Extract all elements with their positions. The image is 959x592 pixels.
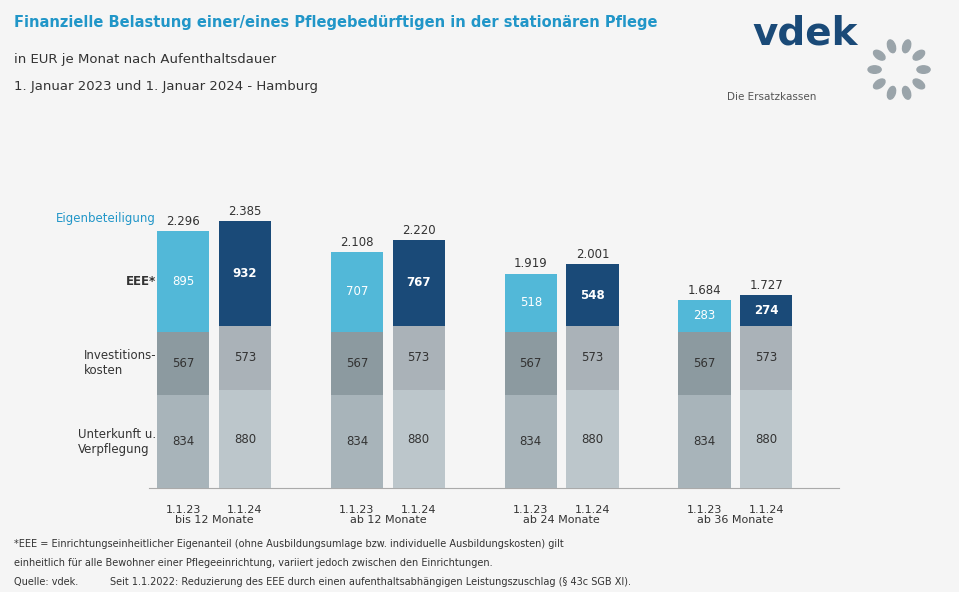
Bar: [678, 332, 731, 395]
Ellipse shape: [874, 50, 885, 60]
Text: 1.1.24: 1.1.24: [227, 504, 263, 514]
Bar: [157, 395, 209, 488]
Text: 2.385: 2.385: [228, 205, 262, 218]
Text: 573: 573: [234, 351, 256, 364]
Ellipse shape: [913, 79, 924, 89]
Bar: [504, 274, 557, 332]
Text: 880: 880: [234, 433, 256, 446]
Text: 834: 834: [520, 435, 542, 448]
Bar: [567, 265, 619, 326]
Text: 274: 274: [754, 304, 779, 317]
Text: 573: 573: [581, 351, 603, 364]
Text: einheitlich für alle Bewohner einer Pflegeeinrichtung, variiert jedoch zwischen : einheitlich für alle Bewohner einer Pfle…: [14, 558, 493, 568]
Text: 767: 767: [407, 276, 431, 289]
Text: 880: 880: [755, 433, 778, 446]
Text: 834: 834: [346, 435, 368, 448]
Bar: [504, 332, 557, 395]
Text: 283: 283: [693, 309, 715, 322]
Text: Die Ersatzkassen: Die Ersatzkassen: [727, 92, 817, 102]
Text: 1.1.23: 1.1.23: [166, 504, 200, 514]
Text: bis 12 Monate: bis 12 Monate: [175, 515, 253, 525]
Text: 1.1.23: 1.1.23: [687, 504, 722, 514]
Text: in EUR je Monat nach Aufenthaltsdauer: in EUR je Monat nach Aufenthaltsdauer: [14, 53, 276, 66]
Text: 567: 567: [693, 357, 715, 370]
Bar: [219, 326, 271, 390]
Text: 2.001: 2.001: [575, 248, 609, 261]
Text: 880: 880: [581, 433, 603, 446]
Text: Eigenbeteiligung: Eigenbeteiligung: [57, 212, 156, 225]
Bar: [678, 300, 731, 332]
Text: 834: 834: [172, 435, 195, 448]
Text: Unterkunft u.
Verpflegung: Unterkunft u. Verpflegung: [78, 428, 156, 456]
Bar: [331, 395, 384, 488]
Text: vdek: vdek: [753, 15, 858, 53]
Text: 573: 573: [408, 351, 430, 364]
Text: 1.1.24: 1.1.24: [748, 504, 784, 514]
Text: 1. Januar 2023 und 1. Januar 2024 - Hamburg: 1. Januar 2023 und 1. Januar 2024 - Hamb…: [14, 80, 318, 93]
Ellipse shape: [917, 66, 930, 73]
Text: 567: 567: [520, 357, 542, 370]
Ellipse shape: [902, 40, 911, 53]
Ellipse shape: [887, 86, 896, 99]
Text: Quelle: vdek.: Quelle: vdek.: [14, 577, 79, 587]
Text: 1.1.23: 1.1.23: [513, 504, 549, 514]
Ellipse shape: [868, 66, 881, 73]
Bar: [392, 240, 445, 326]
Bar: [392, 390, 445, 488]
Text: Investitions-
kosten: Investitions- kosten: [83, 349, 156, 377]
Text: Finanzielle Belastung einer/eines Pflegebedürftigen in der stationären Pflege: Finanzielle Belastung einer/eines Pflege…: [14, 15, 658, 30]
Text: 1.1.23: 1.1.23: [339, 504, 375, 514]
Text: ab 12 Monate: ab 12 Monate: [349, 515, 426, 525]
Bar: [740, 326, 792, 390]
Text: 834: 834: [693, 435, 715, 448]
Text: 567: 567: [172, 357, 195, 370]
Text: 1.727: 1.727: [749, 279, 784, 292]
Bar: [157, 231, 209, 332]
Bar: [157, 332, 209, 395]
Bar: [504, 395, 557, 488]
Bar: [219, 390, 271, 488]
Text: 932: 932: [233, 267, 257, 280]
Text: 573: 573: [755, 351, 778, 364]
Text: Seit 1.1.2022: Reduzierung des EEE durch einen aufenthaltsabhängigen Leistungszu: Seit 1.1.2022: Reduzierung des EEE durch…: [110, 577, 631, 587]
Bar: [567, 390, 619, 488]
Text: 895: 895: [172, 275, 195, 288]
Text: 567: 567: [346, 357, 368, 370]
Bar: [331, 252, 384, 332]
Text: 1.919: 1.919: [514, 258, 548, 270]
Text: *EEE = Einrichtungseinheitlicher Eigenanteil (ohne Ausbildungsumlage bzw. indivi: *EEE = Einrichtungseinheitlicher Eigenan…: [14, 539, 564, 549]
Text: ab 24 Monate: ab 24 Monate: [524, 515, 600, 525]
Ellipse shape: [913, 50, 924, 60]
Text: 1.1.24: 1.1.24: [574, 504, 610, 514]
Text: EEE*: EEE*: [126, 275, 156, 288]
Text: 1.1.24: 1.1.24: [401, 504, 436, 514]
Text: ab 36 Monate: ab 36 Monate: [697, 515, 774, 525]
Bar: [392, 326, 445, 390]
Ellipse shape: [887, 40, 896, 53]
Bar: [567, 326, 619, 390]
Bar: [740, 295, 792, 326]
Text: 880: 880: [408, 433, 430, 446]
Text: 2.296: 2.296: [166, 215, 200, 228]
Text: 518: 518: [520, 296, 542, 309]
Text: 2.220: 2.220: [402, 224, 435, 237]
Text: 2.108: 2.108: [340, 236, 374, 249]
Bar: [219, 221, 271, 326]
Text: 548: 548: [580, 288, 605, 301]
Ellipse shape: [874, 79, 885, 89]
Bar: [678, 395, 731, 488]
Bar: [740, 390, 792, 488]
Text: 1.684: 1.684: [688, 284, 721, 297]
Ellipse shape: [902, 86, 911, 99]
Bar: [331, 332, 384, 395]
Text: 707: 707: [346, 285, 368, 298]
